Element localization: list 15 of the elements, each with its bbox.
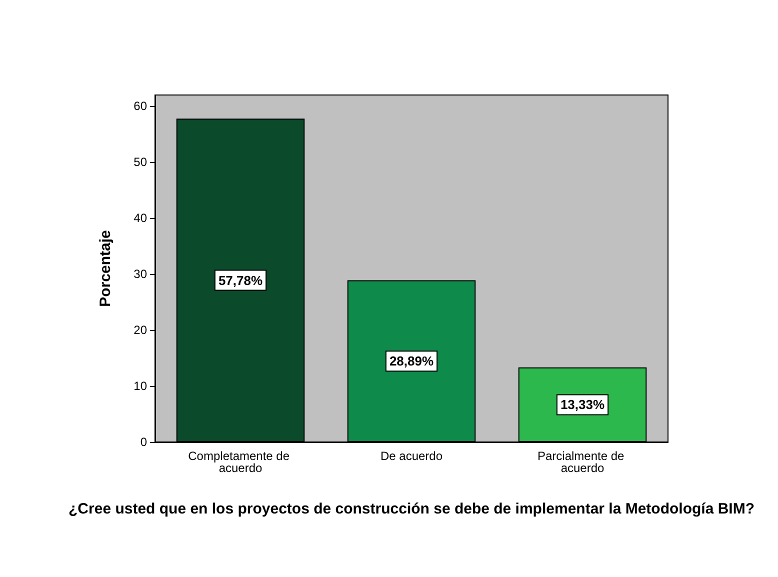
y-tick-label: 20 [134, 323, 148, 338]
y-tick-label: 30 [134, 267, 148, 282]
x-tick-label: Parcialmente de acuerdo [537, 449, 628, 475]
x-tick-label: Completamente de acuerdo [188, 449, 293, 475]
data-label: 57,78% [218, 272, 263, 288]
data-label: 28,89% [389, 354, 434, 369]
y-tick-label: 60 [134, 99, 148, 114]
data-label: 13,33% [560, 397, 605, 412]
x-tick-label: De acuerdo [380, 449, 443, 463]
y-tick-label: 0 [140, 435, 148, 449]
x-axis-title: ¿Cree usted que en los proyectos de construcción se debe de implementar la Metodología BIM? [68, 500, 754, 518]
y-tick-label: 10 [134, 379, 148, 394]
y-axis-title: Porcentaje [97, 230, 114, 307]
y-tick-label: 50 [134, 155, 148, 170]
y-tick-label: 40 [134, 211, 148, 226]
